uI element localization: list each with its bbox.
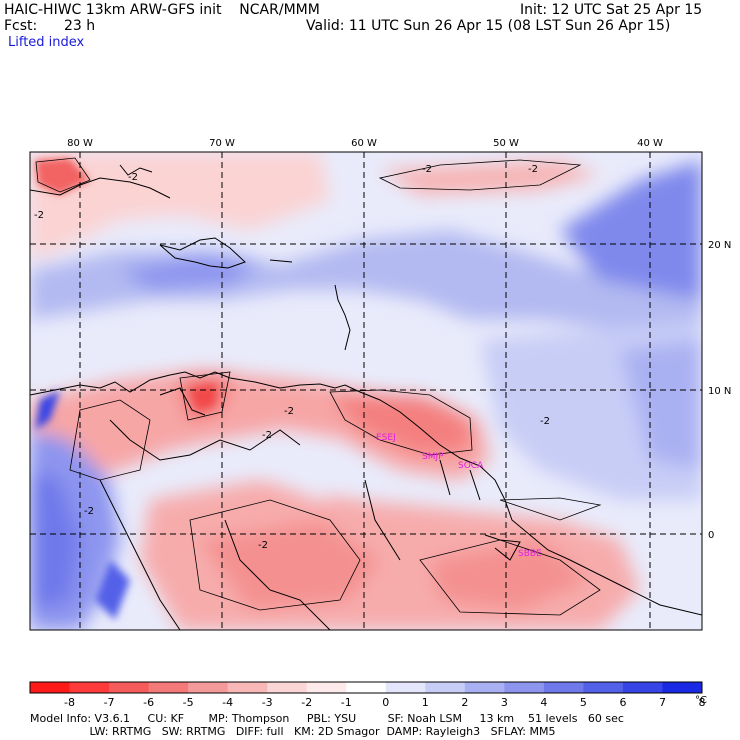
lon-label-40w: 40 W: [637, 138, 663, 149]
colorbar-tick-label: 2: [461, 696, 469, 709]
longitude-labels: 80 W 70 W 60 W 50 W 40 W: [67, 138, 663, 149]
field-name: Lifted index: [8, 35, 85, 50]
contour-label: -2: [540, 416, 550, 427]
contour-label: -2: [128, 172, 138, 183]
colorbar-swatch: [662, 682, 703, 693]
colorbar-swatch: [464, 682, 505, 693]
station-label-soca: SOCA: [458, 461, 484, 471]
contour-label: -2: [34, 210, 44, 221]
forecast-label: Fcst:: [4, 18, 38, 34]
lon-label-60w: 60 W: [351, 138, 377, 149]
colorbar-tick-label: 4: [540, 696, 548, 709]
colorbar-tick-label: 8: [698, 696, 706, 709]
contour-label: -2: [528, 164, 538, 175]
lon-label-70w: 70 W: [209, 138, 235, 149]
colorbar-tick-label: 3: [500, 696, 508, 709]
model-title: HAIC-HIWC 13km ARW-GFS init NCAR/MMM: [4, 2, 320, 18]
colorbar-swatch: [148, 682, 189, 693]
contour-label: -2: [258, 540, 268, 551]
contour-lines: [35, 157, 602, 616]
colorbar-tick-label: 0: [382, 696, 390, 709]
lon-label-50w: 50 W: [493, 138, 519, 149]
lon-label-80w: 80 W: [67, 138, 93, 149]
colorbar-swatch: [267, 682, 308, 693]
colorbar-swatch: [306, 682, 347, 693]
colorbar-tick-label: -4: [222, 696, 234, 709]
colorbar-swatch: [504, 682, 545, 693]
colorbar-swatch: [227, 682, 268, 693]
station-label-smjp: SMJP: [422, 452, 444, 462]
contour-value-labels: -2 -2 -2 -2 -2 -2 -2 -2 -2: [34, 164, 550, 551]
forecast-hours: 23 h: [64, 18, 96, 34]
colorbar-swatch: [346, 682, 387, 693]
graticule: [30, 152, 702, 630]
station-label-sbbe: SBBE: [518, 549, 542, 559]
colorbar-swatch: [109, 682, 150, 693]
colorbar-unit: °C: [695, 695, 707, 706]
contour-label: -2: [262, 430, 272, 441]
valid-time: Valid: 11 UTC Sun 26 Apr 15 (08 LST Sun …: [306, 18, 671, 34]
colorbar-tick-label: -2: [301, 696, 313, 709]
colorbar-swatch: [385, 682, 426, 693]
model-info-line-1: Model Info: V3.6.1 CU: KF MP: Thompson P…: [30, 712, 624, 725]
colorbar-tick-label: -1: [340, 696, 352, 709]
colorbar-tick-label: 6: [619, 696, 627, 709]
colorbar-tick-label: -3: [261, 696, 273, 709]
colorbar-frame: [29, 681, 703, 694]
latitude-labels: 20 N 10 N 0: [708, 240, 731, 541]
colorbar-swatch: [543, 682, 584, 693]
colorbar-swatch: [583, 682, 624, 693]
colorbar-tick-label: -5: [182, 696, 194, 709]
contour-label: -2: [84, 506, 94, 517]
colorbar-tick-label: -8: [64, 696, 75, 709]
init-time: Init: 12 UTC Sat 25 Apr 15: [520, 2, 703, 18]
colorbar-tick-label: -6: [143, 696, 155, 709]
colorbar-swatch: [425, 682, 466, 693]
colorbar-swatch: [30, 682, 71, 693]
colorbar-tick-label: 1: [421, 696, 429, 709]
station-label-esej: ESEJ: [376, 433, 396, 443]
colorbar-tick-label: -7: [103, 696, 115, 709]
colorbar-swatch: [188, 682, 229, 693]
shaded-field: [30, 152, 702, 630]
contour-label: -2: [284, 406, 294, 417]
contour-label: -2: [422, 164, 432, 175]
lat-label-10n: 10 N: [708, 386, 731, 397]
colorbar-tick-label: 7: [658, 696, 666, 709]
colorbar: [29, 681, 703, 694]
model-info-line-2: LW: RRTMG SW: RRTMG DIFF: full KM: 2D Sm…: [30, 725, 556, 738]
lat-label-0: 0: [708, 530, 714, 541]
colorbar-swatch: [622, 682, 663, 693]
station-labels: ESEJ SMJP SOCA SBBE: [376, 433, 542, 559]
colorbar-swatch: [69, 682, 110, 693]
colorbar-tick-label: 5: [579, 696, 587, 709]
map-frame: [29, 151, 703, 631]
lat-label-20n: 20 N: [708, 240, 731, 251]
coastlines: [30, 164, 702, 630]
